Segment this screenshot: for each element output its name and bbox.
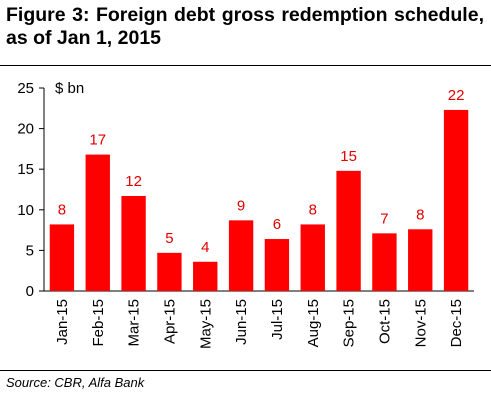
x-tick-label: Jan-15 <box>54 299 71 345</box>
bar-mar-15 <box>121 195 146 291</box>
data-label: 9 <box>237 197 245 214</box>
bars: 8 17 12 5 4 9 6 8 15 7 8 22 <box>49 87 469 291</box>
y-tick-label: 5 <box>26 242 34 259</box>
bar-nov-15 <box>408 229 433 291</box>
source-note: Source: CBR, Alfa Bank <box>6 375 145 390</box>
y-tick-label: 20 <box>17 121 34 138</box>
x-tick-label: Sep-15 <box>341 299 358 347</box>
data-label: 4 <box>201 239 209 256</box>
bar-apr-15 <box>157 252 182 291</box>
x-tick-label: May-15 <box>197 299 214 349</box>
bar-chart: $ bn 0 5 10 15 20 25 8 17 12 5 4 9 6 8 15 7 8 22 Jan-15 F… <box>17 80 474 349</box>
x-tick-label: Jun-15 <box>233 299 250 345</box>
bar-dec-15 <box>443 109 469 291</box>
data-label: 8 <box>309 201 317 218</box>
data-label: 12 <box>125 173 142 190</box>
x-tick-label: Apr-15 <box>161 299 178 344</box>
y-axis-unit-label: $ bn <box>55 80 84 97</box>
x-tick-label: Dec-15 <box>448 299 465 347</box>
y-tick-label: 0 <box>26 283 34 300</box>
data-label: 17 <box>89 132 106 149</box>
x-tick-label: Jul-15 <box>269 299 286 340</box>
x-tick-label: Aug-15 <box>305 299 322 347</box>
x-tick-label: Feb-15 <box>90 299 107 347</box>
bar-sep-15 <box>336 170 361 291</box>
bar-may-15 <box>193 261 218 291</box>
bar-jul-15 <box>264 239 290 291</box>
data-label: 8 <box>416 206 424 223</box>
y-tick-label: 15 <box>17 161 34 178</box>
data-label: 7 <box>380 210 388 227</box>
bar-jun-15 <box>228 220 254 291</box>
x-tick-label: Nov-15 <box>412 299 429 347</box>
data-label: 6 <box>273 216 281 233</box>
data-label: 22 <box>448 87 465 104</box>
y-tick-label: 25 <box>17 80 34 97</box>
source-divider <box>0 370 491 371</box>
y-tick-label: 10 <box>17 202 34 219</box>
bar-aug-15 <box>300 224 325 291</box>
x-tick-label: Mar-15 <box>126 299 143 347</box>
figure-title: Figure 3: Foreign debt gross redemption … <box>6 4 484 49</box>
title-divider <box>0 65 491 66</box>
y-axis-ticks: 0 5 10 15 20 25 <box>17 80 44 300</box>
data-label: 5 <box>165 230 173 247</box>
data-label: 15 <box>340 148 357 165</box>
x-axis-ticks: Jan-15 Feb-15 Mar-15 Apr-15 May-15 Jun-15 Jul-… <box>54 299 465 349</box>
bar-oct-15 <box>372 233 397 291</box>
data-label: 8 <box>58 201 66 218</box>
bar-feb-15 <box>85 154 110 291</box>
bar-jan-15 <box>49 224 75 291</box>
x-tick-label: Oct-15 <box>376 299 393 344</box>
